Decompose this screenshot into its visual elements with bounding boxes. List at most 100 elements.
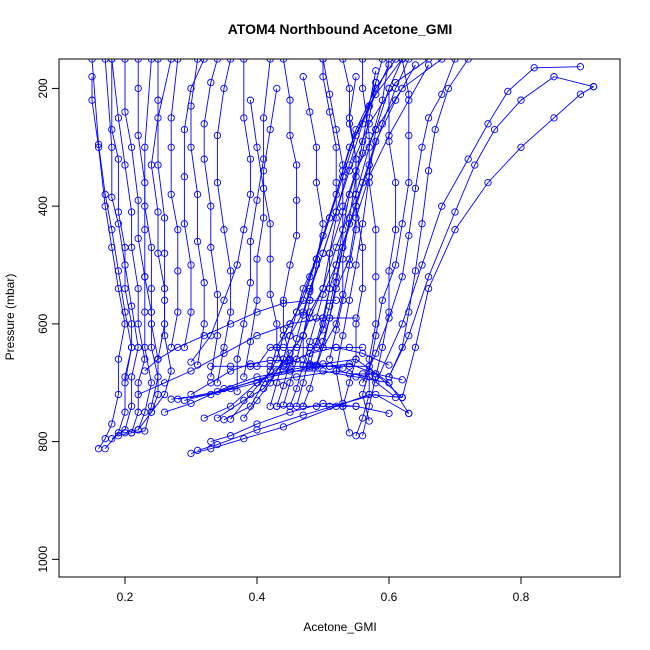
data-point xyxy=(127,429,136,437)
data-point xyxy=(471,161,479,169)
series-36 xyxy=(372,63,585,387)
data-point xyxy=(378,296,387,304)
data-point xyxy=(391,178,400,187)
data-point xyxy=(405,131,413,140)
data-point xyxy=(345,84,354,93)
y-tick-label: 800 xyxy=(36,431,50,451)
data-point xyxy=(108,193,116,201)
series-34 xyxy=(385,59,472,381)
data-point xyxy=(141,202,149,210)
data-point xyxy=(306,108,314,116)
data-point xyxy=(411,184,420,193)
data-point xyxy=(246,190,255,199)
series-line xyxy=(131,59,159,434)
data-point xyxy=(167,114,175,122)
data-point xyxy=(286,379,294,387)
data-point xyxy=(200,120,208,128)
data-point xyxy=(141,143,149,151)
data-point xyxy=(352,373,360,381)
data-point xyxy=(299,402,307,410)
series-line xyxy=(104,59,139,440)
data-point xyxy=(411,343,420,352)
data-point xyxy=(372,320,380,328)
series-59 xyxy=(134,314,360,399)
series-58 xyxy=(141,296,340,375)
data-point xyxy=(306,362,314,370)
data-point xyxy=(108,435,116,443)
data-point xyxy=(273,379,281,387)
series-55 xyxy=(273,402,360,410)
data-point xyxy=(266,220,274,228)
data-point xyxy=(332,125,340,134)
data-point xyxy=(405,308,413,316)
data-point xyxy=(378,59,387,63)
data-point xyxy=(147,343,156,352)
data-point xyxy=(405,231,413,240)
data-point xyxy=(88,59,96,63)
data-point xyxy=(279,343,288,352)
series-line xyxy=(276,59,429,407)
data-point xyxy=(193,446,202,455)
data-point xyxy=(226,362,235,370)
data-point xyxy=(484,178,492,187)
series-line xyxy=(282,59,443,406)
data-point xyxy=(358,84,367,93)
data-point xyxy=(134,284,142,293)
data-point xyxy=(385,314,393,322)
data-point xyxy=(424,284,433,293)
series-line xyxy=(355,59,377,436)
data-point xyxy=(220,296,228,304)
data-point xyxy=(405,90,413,98)
data-point xyxy=(114,220,123,228)
data-point xyxy=(226,308,235,316)
data-point xyxy=(180,125,189,134)
data-point xyxy=(94,140,103,149)
data-point xyxy=(306,287,314,296)
data-point xyxy=(451,226,459,234)
data-point xyxy=(134,84,142,93)
data-point xyxy=(352,73,360,81)
data-point xyxy=(589,83,598,91)
data-point xyxy=(438,59,446,63)
data-point xyxy=(306,384,314,393)
data-point xyxy=(299,311,307,319)
data-point xyxy=(240,373,248,381)
data-point xyxy=(114,114,123,122)
data-point xyxy=(246,279,255,287)
series-44 xyxy=(167,59,182,352)
data-point xyxy=(226,367,235,375)
data-point xyxy=(279,382,288,390)
data-point xyxy=(405,332,413,340)
data-point xyxy=(372,226,380,234)
series-8 xyxy=(147,59,175,416)
data-point xyxy=(365,102,373,110)
data-point xyxy=(154,208,162,216)
data-point xyxy=(358,284,367,293)
data-point xyxy=(325,362,334,370)
data-point xyxy=(147,243,156,252)
data-point xyxy=(411,267,420,275)
data-point xyxy=(174,308,182,316)
data-point xyxy=(385,409,393,418)
data-point xyxy=(213,379,222,387)
data-point xyxy=(319,320,327,328)
data-point xyxy=(108,125,116,134)
series-line xyxy=(91,59,133,449)
data-point xyxy=(253,396,261,405)
data-point xyxy=(180,396,189,405)
data-point xyxy=(391,59,400,63)
data-point xyxy=(398,220,406,228)
data-point xyxy=(174,343,182,352)
data-point xyxy=(240,396,248,405)
data-point xyxy=(385,373,393,381)
data-point xyxy=(319,399,327,408)
data-point xyxy=(332,343,340,352)
data-point xyxy=(180,173,189,181)
data-point xyxy=(576,90,585,98)
data-point xyxy=(200,155,208,163)
data-point xyxy=(226,415,235,423)
data-point xyxy=(226,320,235,328)
data-point xyxy=(431,125,439,134)
data-point xyxy=(358,390,367,399)
